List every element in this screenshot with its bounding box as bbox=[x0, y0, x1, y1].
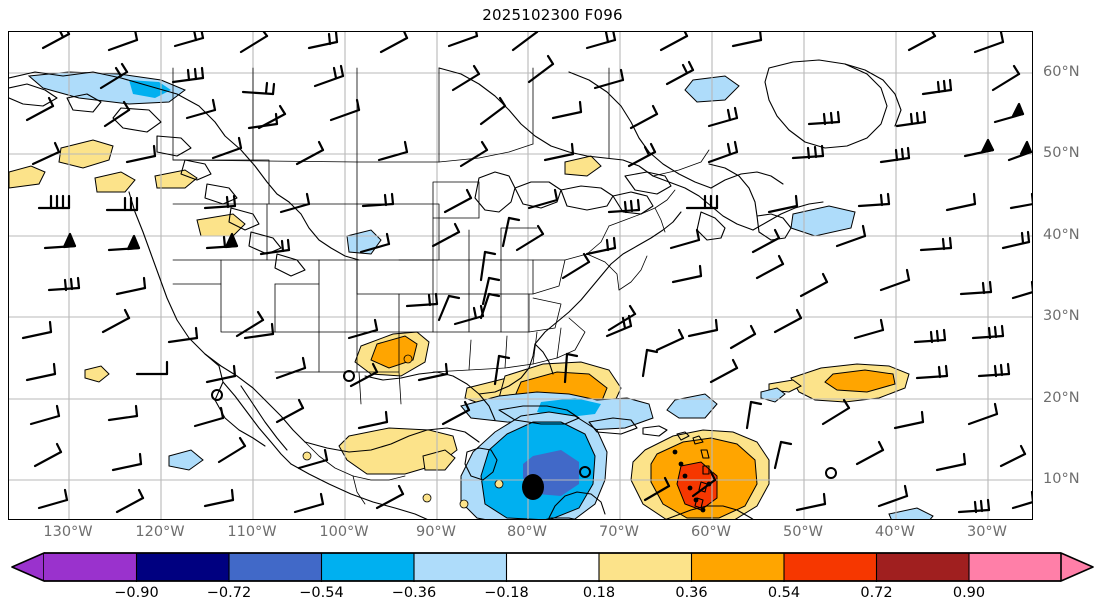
lat-tick-20n: 20°N bbox=[1043, 390, 1080, 406]
lon-tick-40w: 40°W bbox=[874, 524, 916, 540]
colorbar-graphic bbox=[11, 552, 1094, 582]
lat-tick-30n: 30°N bbox=[1043, 308, 1080, 324]
map-plot-area[interactable] bbox=[8, 31, 1033, 520]
lon-tick-100w: 100°W bbox=[319, 524, 369, 540]
cb-tick-p090: 0.90 bbox=[952, 585, 986, 601]
latitude-axis: 60°N 50°N 40°N 30°N 20°N 10°N bbox=[1038, 31, 1105, 520]
lat-tick-60n: 60°N bbox=[1043, 64, 1080, 80]
lon-tick-30w: 30°W bbox=[966, 524, 1008, 540]
cb-tick-n036: −0.36 bbox=[391, 585, 437, 601]
lon-tick-80w: 80°W bbox=[506, 524, 548, 540]
lon-tick-60w: 60°W bbox=[690, 524, 732, 540]
lat-tick-10n: 10°N bbox=[1043, 471, 1080, 487]
lon-tick-120w: 120°W bbox=[135, 524, 185, 540]
lat-tick-50n: 50°N bbox=[1043, 145, 1080, 161]
lon-tick-130w: 130°W bbox=[43, 524, 93, 540]
lon-tick-70w: 70°W bbox=[598, 524, 640, 540]
lon-tick-50w: 50°W bbox=[782, 524, 824, 540]
cb-tick-p036: 0.36 bbox=[675, 585, 708, 601]
coastline-layer bbox=[9, 59, 902, 519]
contour-marker-dots bbox=[672, 449, 712, 513]
lat-tick-40n: 40°N bbox=[1043, 227, 1080, 243]
cb-tick-p054: 0.54 bbox=[767, 585, 801, 601]
colorbar[interactable]: −0.90 −0.72 −0.54 −0.36 −0.18 0.18 0.36 … bbox=[8, 552, 1097, 610]
longitude-axis: 130°W 120°W 110°W 100°W 90°W 80°W 70°W 6… bbox=[0, 524, 1105, 548]
map-graphic bbox=[9, 32, 1032, 519]
cb-tick-n090: −0.90 bbox=[114, 585, 159, 601]
lon-tick-90w: 90°W bbox=[415, 524, 457, 540]
wind-barb-layer bbox=[21, 32, 1032, 514]
shaded-anomaly-layer bbox=[9, 71, 934, 519]
cb-tick-n018: −0.18 bbox=[484, 585, 529, 601]
page-title: 2025102300 F096 bbox=[482, 6, 623, 24]
cb-tick-n054: −0.54 bbox=[299, 585, 344, 601]
lon-tick-110w: 110°W bbox=[227, 524, 277, 540]
cb-tick-p072: 0.72 bbox=[860, 585, 893, 601]
cb-tick-p018: 0.18 bbox=[582, 585, 616, 601]
cb-tick-n072: −0.72 bbox=[206, 585, 252, 601]
